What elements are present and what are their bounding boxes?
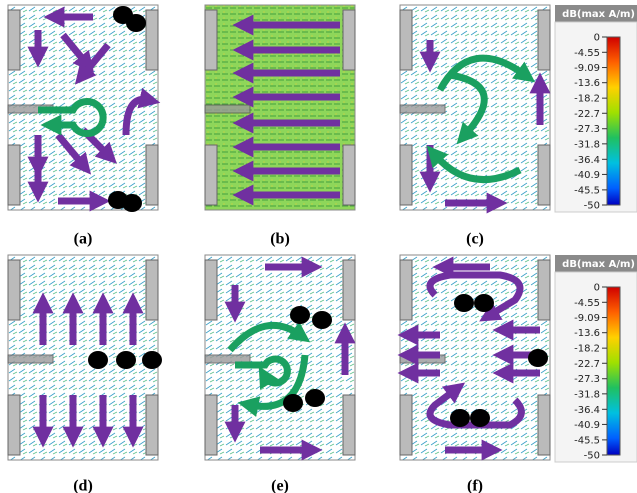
panel-label: (e) — [271, 478, 289, 493]
panel — [400, 255, 550, 460]
dot — [528, 349, 548, 367]
slot — [400, 145, 412, 205]
colorbar-title: dB(max A/m) — [562, 259, 635, 270]
panel — [205, 5, 355, 210]
colorbar-tick-label: -36.4 — [574, 155, 600, 166]
feedline — [400, 105, 445, 113]
feedline — [205, 105, 250, 113]
slot — [146, 10, 158, 70]
slot — [400, 395, 412, 455]
slot — [343, 145, 355, 205]
colorbar — [607, 287, 620, 455]
colorbar-tick-label: -9.09 — [574, 313, 600, 324]
colorbar-tick-label: 0 — [594, 33, 600, 44]
slot — [343, 260, 355, 320]
colorbar-tick-label: -27.3 — [574, 124, 600, 135]
dot — [283, 394, 303, 412]
panel-label: (a) — [74, 231, 93, 248]
slot — [146, 395, 158, 455]
colorbar-tick-label: -18.2 — [574, 94, 600, 105]
slot — [205, 145, 217, 205]
panel — [205, 255, 355, 460]
panel-label: (f) — [467, 478, 483, 493]
colorbar-tick-label: -13.6 — [574, 78, 600, 89]
panel-label: (c) — [466, 231, 484, 248]
dot — [450, 409, 470, 427]
dot — [312, 311, 332, 329]
colorbar-tick-label: -22.7 — [574, 359, 600, 370]
colorbar-tick-label: -50 — [584, 451, 600, 462]
figure: (a) (b) (c) (d) (e) (f) dB(max A/m) 0 -4.55 -9.09… — [0, 0, 637, 493]
dot — [88, 351, 108, 369]
slot — [538, 260, 550, 320]
colorbar-tick-label: -9.09 — [574, 63, 600, 74]
dot — [470, 409, 490, 427]
slot — [343, 10, 355, 70]
dot — [454, 294, 474, 312]
colorbar-tick-label: -40.9 — [574, 170, 600, 181]
panel — [8, 5, 158, 212]
slot — [8, 395, 20, 455]
slot — [205, 10, 217, 70]
slot — [146, 260, 158, 320]
colorbar-tick-label: -31.8 — [574, 139, 600, 150]
feedline — [8, 355, 53, 363]
slot — [343, 395, 355, 455]
panel — [400, 5, 550, 210]
slot — [400, 260, 412, 320]
slot — [205, 260, 217, 320]
colorbar-tick-label: -18.2 — [574, 344, 600, 355]
slot — [400, 10, 412, 70]
slot — [205, 395, 217, 455]
colorbar-tick-label: -13.6 — [574, 328, 600, 339]
slot — [146, 145, 158, 205]
dot — [290, 306, 310, 324]
colorbar-tick-label: -4.55 — [574, 298, 600, 309]
panel-label: (d) — [73, 478, 93, 493]
colorbar-tick-label: -36.4 — [574, 405, 600, 416]
colorbar-title: dB(max A/m) — [562, 9, 635, 20]
panel — [8, 255, 162, 460]
colorbar-tick-label: -27.3 — [574, 374, 600, 385]
dot — [122, 194, 142, 212]
colorbar-tick-label: -45.5 — [574, 435, 600, 446]
colorbar-tick-label: -45.5 — [574, 185, 600, 196]
slot — [538, 10, 550, 70]
colorbar-tick-label: -4.55 — [574, 48, 600, 59]
dot — [126, 14, 146, 32]
dot — [474, 294, 494, 312]
colorbar — [607, 37, 620, 205]
colorbar-tick-label: -50 — [584, 201, 600, 212]
slot — [8, 10, 20, 70]
slot — [538, 145, 550, 205]
slot — [8, 145, 20, 205]
panel-label: (b) — [270, 231, 290, 248]
colorbar-tick-label: -40.9 — [574, 420, 600, 431]
colorbar-tick-label: 0 — [594, 283, 600, 294]
slot — [8, 260, 20, 320]
colorbar-tick-label: -31.8 — [574, 389, 600, 400]
colorbar-tick-label: -22.7 — [574, 109, 600, 120]
dot — [116, 351, 136, 369]
slot — [538, 395, 550, 455]
dot — [142, 351, 162, 369]
dot — [305, 389, 325, 407]
